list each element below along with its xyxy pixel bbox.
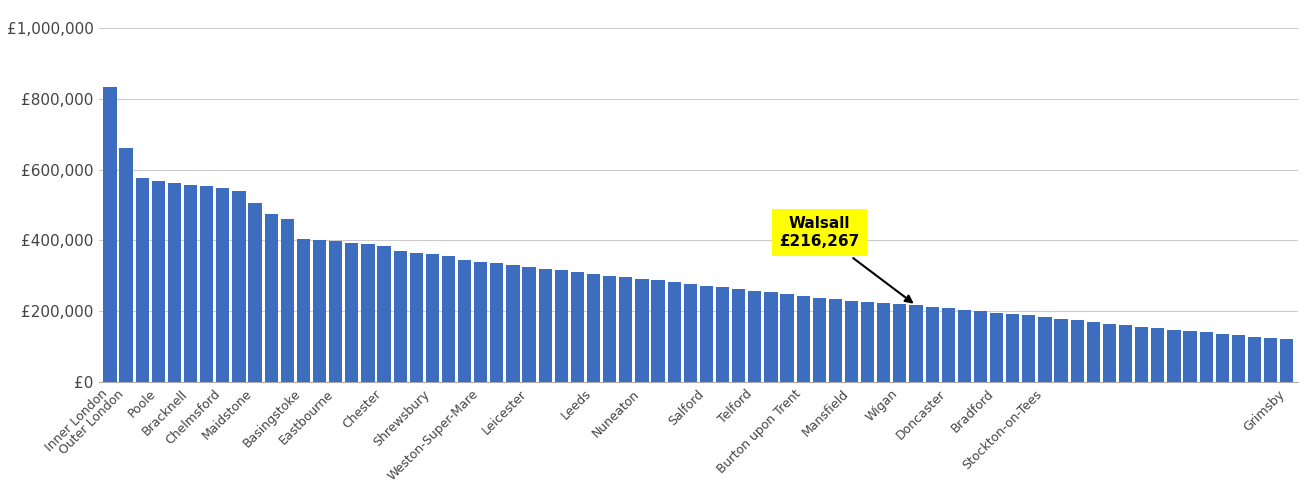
Bar — [555, 270, 568, 382]
Bar — [813, 298, 826, 382]
Bar — [587, 274, 600, 382]
Bar — [1265, 338, 1278, 382]
Bar — [120, 148, 133, 382]
Bar — [1006, 314, 1019, 382]
Bar — [732, 289, 745, 382]
Bar — [1232, 335, 1245, 382]
Bar — [103, 87, 116, 382]
Bar — [780, 294, 793, 382]
Bar — [329, 241, 342, 382]
Bar — [377, 246, 390, 382]
Bar — [296, 239, 311, 382]
Bar — [765, 293, 778, 382]
Bar — [1184, 331, 1197, 382]
Bar — [345, 243, 359, 382]
Bar — [151, 181, 164, 382]
Bar — [265, 214, 278, 382]
Bar — [1167, 329, 1181, 382]
Bar — [748, 291, 761, 382]
Bar — [1103, 323, 1116, 382]
Bar — [136, 178, 149, 382]
Bar — [1118, 325, 1133, 382]
Bar — [200, 186, 213, 382]
Bar — [636, 279, 649, 382]
Bar — [425, 254, 438, 382]
Bar — [1039, 317, 1052, 382]
Bar — [974, 312, 987, 382]
Bar — [281, 219, 294, 382]
Bar — [313, 241, 326, 382]
Bar — [442, 256, 455, 382]
Bar — [248, 203, 262, 382]
Bar — [861, 301, 874, 382]
Text: Walsall
£216,267: Walsall £216,267 — [779, 217, 912, 302]
Bar — [217, 188, 230, 382]
Bar — [506, 265, 519, 382]
Bar — [570, 272, 585, 382]
Bar — [796, 296, 810, 382]
Bar — [168, 183, 181, 382]
Bar — [910, 305, 923, 382]
Bar — [458, 260, 471, 382]
Bar — [1054, 319, 1067, 382]
Bar — [942, 308, 955, 382]
Bar — [1248, 337, 1261, 382]
Bar — [716, 287, 729, 382]
Bar — [990, 313, 1004, 382]
Bar — [1070, 320, 1084, 382]
Bar — [1280, 339, 1293, 382]
Bar — [539, 270, 552, 382]
Bar — [829, 299, 842, 382]
Bar — [1199, 332, 1212, 382]
Bar — [925, 307, 938, 382]
Bar — [1216, 334, 1229, 382]
Bar — [619, 277, 633, 382]
Bar — [877, 303, 890, 382]
Bar — [699, 286, 713, 382]
Bar — [184, 185, 197, 382]
Bar — [1151, 328, 1164, 382]
Bar — [844, 300, 859, 382]
Bar — [1022, 316, 1035, 382]
Bar — [668, 282, 681, 382]
Bar — [893, 304, 907, 382]
Bar — [394, 251, 407, 382]
Bar — [522, 267, 536, 382]
Bar — [491, 264, 504, 382]
Bar — [474, 262, 487, 382]
Bar — [651, 280, 664, 382]
Bar — [603, 276, 616, 382]
Bar — [1135, 327, 1148, 382]
Bar — [958, 310, 971, 382]
Bar — [232, 191, 245, 382]
Bar — [1087, 322, 1100, 382]
Bar — [361, 244, 375, 382]
Bar — [410, 253, 423, 382]
Bar — [684, 284, 697, 382]
